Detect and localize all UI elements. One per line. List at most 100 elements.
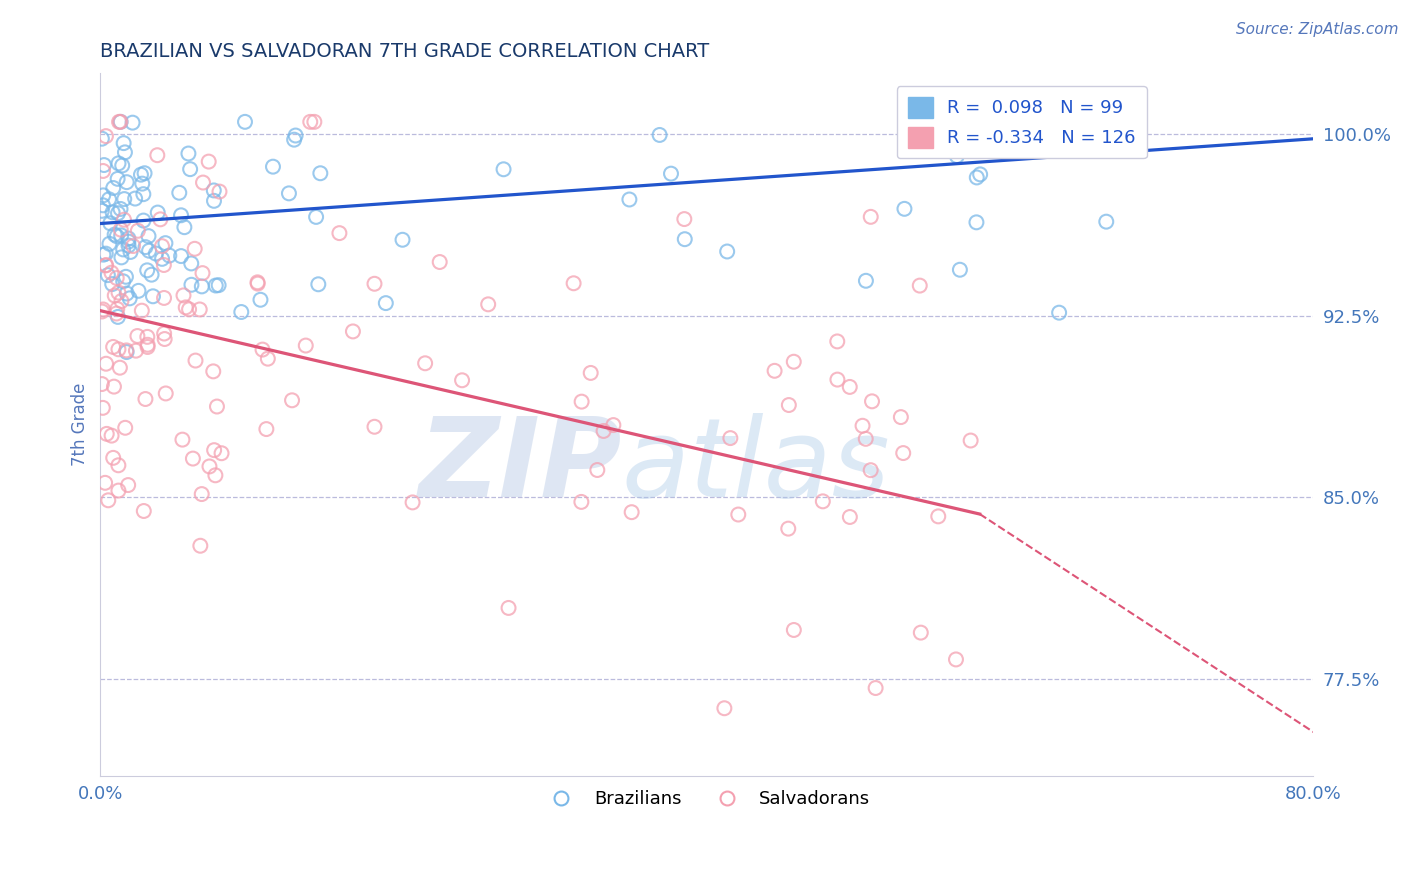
Point xyxy=(328,226,350,240)
Point xyxy=(673,212,696,227)
Point xyxy=(966,170,988,185)
Point xyxy=(205,400,228,414)
Point xyxy=(231,305,253,319)
Point xyxy=(254,422,277,436)
Point xyxy=(94,258,117,272)
Point xyxy=(181,451,204,466)
Point xyxy=(98,216,121,230)
Point xyxy=(648,128,671,142)
Point xyxy=(188,539,211,553)
Point xyxy=(129,168,152,182)
Point xyxy=(132,187,155,202)
Point xyxy=(108,360,131,375)
Point xyxy=(202,364,225,378)
Point xyxy=(592,424,614,438)
Point xyxy=(202,194,225,208)
Point xyxy=(117,238,139,252)
Y-axis label: 7th Grade: 7th Grade xyxy=(72,383,89,467)
Text: Source: ZipAtlas.com: Source: ZipAtlas.com xyxy=(1236,22,1399,37)
Point xyxy=(908,278,931,293)
Point xyxy=(170,249,193,263)
Point xyxy=(112,274,135,288)
Point xyxy=(101,205,124,219)
Point xyxy=(173,220,195,235)
Point xyxy=(949,262,972,277)
Point xyxy=(716,244,738,259)
Point xyxy=(93,158,115,172)
Point xyxy=(477,297,499,311)
Point xyxy=(112,136,135,150)
Point xyxy=(309,166,332,180)
Point xyxy=(281,393,304,408)
Point xyxy=(134,240,156,254)
Point xyxy=(927,509,949,524)
Point xyxy=(103,181,125,195)
Point xyxy=(945,652,967,666)
Point xyxy=(191,176,214,190)
Point xyxy=(1047,306,1070,320)
Point xyxy=(91,198,114,212)
Point xyxy=(107,343,129,357)
Point xyxy=(342,325,364,339)
Point xyxy=(91,164,114,178)
Point xyxy=(94,475,117,490)
Point xyxy=(98,192,121,206)
Point xyxy=(262,160,284,174)
Point xyxy=(110,202,132,216)
Point xyxy=(233,115,256,129)
Point xyxy=(673,232,696,246)
Point xyxy=(105,229,128,244)
Point xyxy=(713,701,735,715)
Point xyxy=(149,212,172,227)
Point xyxy=(183,242,205,256)
Text: atlas: atlas xyxy=(621,413,890,520)
Point xyxy=(107,156,129,170)
Point xyxy=(94,129,117,144)
Point xyxy=(252,343,274,357)
Point xyxy=(110,115,132,129)
Point xyxy=(131,177,153,191)
Text: ZIP: ZIP xyxy=(419,413,621,520)
Point xyxy=(115,175,138,189)
Point xyxy=(122,239,145,253)
Point xyxy=(91,188,114,202)
Point xyxy=(188,302,211,317)
Point xyxy=(108,115,131,129)
Point xyxy=(145,246,167,260)
Point xyxy=(859,210,882,224)
Point xyxy=(859,463,882,477)
Point xyxy=(969,167,991,181)
Point xyxy=(208,278,231,293)
Point xyxy=(105,301,128,316)
Point xyxy=(202,183,225,197)
Point xyxy=(429,255,451,269)
Point xyxy=(136,263,159,277)
Point xyxy=(256,351,278,366)
Point xyxy=(136,330,159,344)
Point xyxy=(202,443,225,458)
Point xyxy=(413,356,436,370)
Point xyxy=(93,248,115,262)
Point xyxy=(860,394,883,409)
Point xyxy=(451,373,474,387)
Point xyxy=(1095,215,1118,229)
Point xyxy=(602,418,624,433)
Point xyxy=(138,244,160,258)
Point xyxy=(783,623,806,637)
Point xyxy=(204,468,226,483)
Point xyxy=(838,380,860,394)
Point xyxy=(127,284,149,298)
Point xyxy=(103,379,125,393)
Point xyxy=(172,433,194,447)
Point xyxy=(115,345,138,359)
Point xyxy=(619,193,641,207)
Point xyxy=(208,185,231,199)
Point xyxy=(118,291,141,305)
Point xyxy=(124,192,146,206)
Point xyxy=(910,625,932,640)
Point xyxy=(391,233,413,247)
Point xyxy=(865,681,887,695)
Point xyxy=(620,505,643,519)
Point xyxy=(112,212,135,227)
Point xyxy=(100,428,122,442)
